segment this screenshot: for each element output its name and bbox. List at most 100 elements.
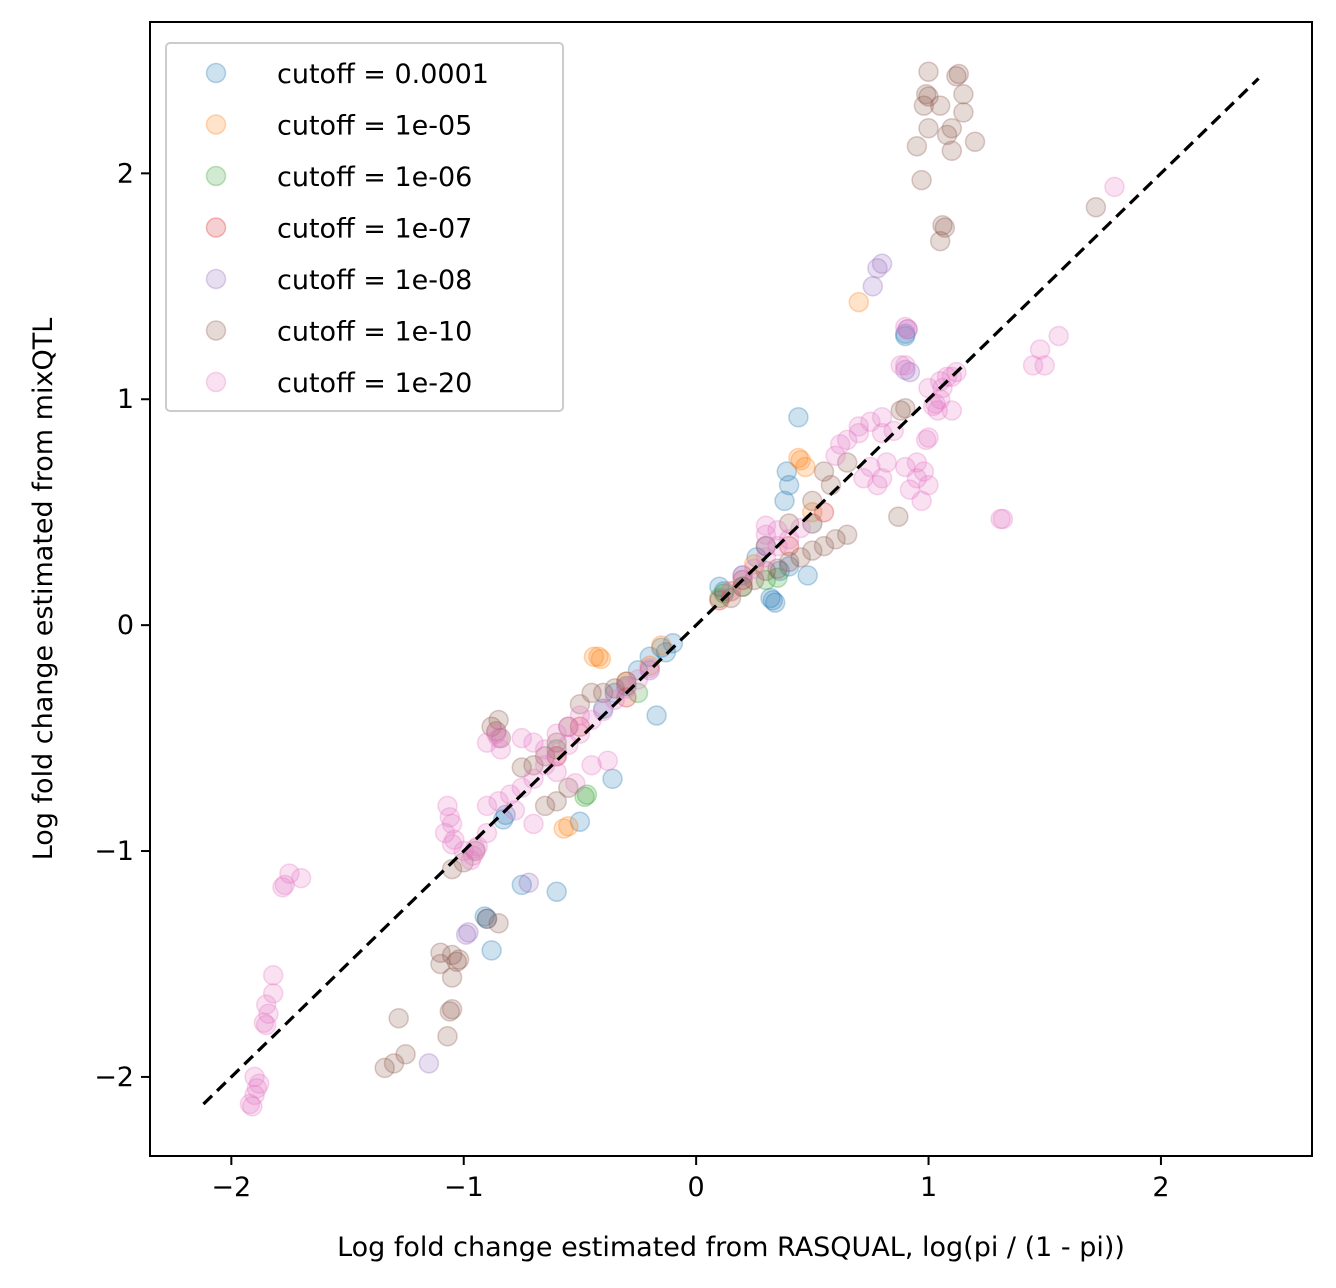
- data-point: [646, 705, 667, 726]
- data-point: [932, 215, 953, 236]
- data-point: [476, 795, 498, 817]
- data-point: [546, 791, 567, 812]
- data-point: [592, 698, 614, 719]
- data-point: [918, 61, 939, 82]
- data-point: [929, 95, 951, 116]
- data-point: [853, 468, 874, 489]
- data-point: [888, 506, 909, 527]
- data-point: [274, 874, 296, 896]
- data-point: [569, 811, 591, 832]
- data-point: [897, 318, 918, 340]
- data-point: [778, 556, 800, 577]
- series-1: [474, 323, 916, 961]
- data-point: [906, 452, 928, 473]
- x-axis-label: Log fold change estimated from RASQUAL, …: [337, 1232, 1125, 1263]
- data-point: [1104, 176, 1125, 198]
- data-point: [755, 515, 777, 536]
- data-point: [948, 63, 970, 85]
- data-point: [534, 754, 556, 776]
- data-point: [790, 547, 811, 568]
- data-point: [481, 716, 502, 738]
- data-point: [795, 456, 816, 478]
- legend-item: cutoff = 1e-08: [205, 265, 472, 296]
- legend-label: cutoff = 0.0001: [277, 59, 489, 90]
- data-point: [895, 325, 916, 347]
- data-point: [825, 529, 846, 550]
- data-point: [790, 517, 811, 539]
- data-point: [439, 806, 461, 828]
- legend-box: [165, 42, 564, 412]
- data-point: [246, 1077, 268, 1099]
- data-point: [911, 490, 932, 512]
- data-point: [490, 727, 512, 749]
- data-point: [941, 400, 963, 421]
- identity-reference-line: [202, 77, 1260, 1106]
- data-point: [867, 257, 888, 279]
- y-axis-label: Log fold change estimated from mixQTL: [28, 318, 59, 861]
- data-point: [936, 366, 958, 387]
- data-point: [244, 1066, 265, 1088]
- legend-label: cutoff = 1e-08: [277, 265, 472, 296]
- data-point: [911, 169, 932, 191]
- data-point: [755, 524, 777, 546]
- data-point: [476, 908, 498, 930]
- data-point: [523, 768, 544, 790]
- data-point: [899, 361, 921, 383]
- data-point: [813, 535, 835, 557]
- data-point: [915, 84, 937, 105]
- x-tick-label: −1: [444, 1172, 484, 1203]
- data-point: [1048, 325, 1069, 347]
- data-point: [602, 768, 623, 790]
- data-point: [953, 102, 974, 123]
- data-point: [474, 906, 495, 927]
- data-point: [448, 949, 470, 970]
- legend-item: cutoff = 1e-20: [205, 368, 472, 399]
- data-point: [918, 427, 939, 448]
- data-point: [395, 1044, 416, 1065]
- data-point: [871, 468, 893, 489]
- data-point: [534, 739, 556, 760]
- data-point: [486, 721, 507, 742]
- data-point: [913, 461, 935, 482]
- data-point: [488, 913, 509, 934]
- data-point: [713, 583, 735, 604]
- points-layer: [239, 61, 1125, 1117]
- data-point: [836, 524, 858, 546]
- data-point: [860, 411, 881, 433]
- data-point: [790, 449, 811, 471]
- data-point: [592, 682, 614, 704]
- data-point: [936, 124, 958, 146]
- data-point: [576, 784, 598, 805]
- data-point: [569, 693, 591, 715]
- data-point: [918, 474, 939, 496]
- data-point: [569, 705, 591, 726]
- data-point: [767, 520, 788, 541]
- data-point: [441, 834, 463, 855]
- data-point: [941, 117, 963, 139]
- y-tick-label: 1: [117, 384, 134, 415]
- data-point: [462, 845, 484, 866]
- legend-item: cutoff = 1e-07: [205, 214, 472, 245]
- data-point: [953, 84, 974, 105]
- data-point: [720, 587, 742, 609]
- data-point: [481, 940, 502, 961]
- data-point: [616, 675, 637, 697]
- data-point: [760, 587, 781, 609]
- data-point: [778, 529, 800, 550]
- x-tick-label: −2: [211, 1172, 251, 1203]
- series-6: [374, 61, 1107, 1079]
- data-point: [1022, 355, 1044, 376]
- data-point: [767, 558, 788, 579]
- data-point: [895, 398, 916, 419]
- data-point: [437, 1026, 458, 1047]
- data-point: [523, 732, 544, 753]
- data-point: [434, 822, 456, 844]
- data-point: [616, 687, 637, 708]
- y-tick-label: 0: [117, 610, 134, 641]
- data-point: [486, 723, 507, 744]
- data-point: [862, 276, 884, 297]
- data-point: [581, 754, 602, 776]
- data-point: [871, 253, 893, 274]
- data-point: [895, 359, 916, 381]
